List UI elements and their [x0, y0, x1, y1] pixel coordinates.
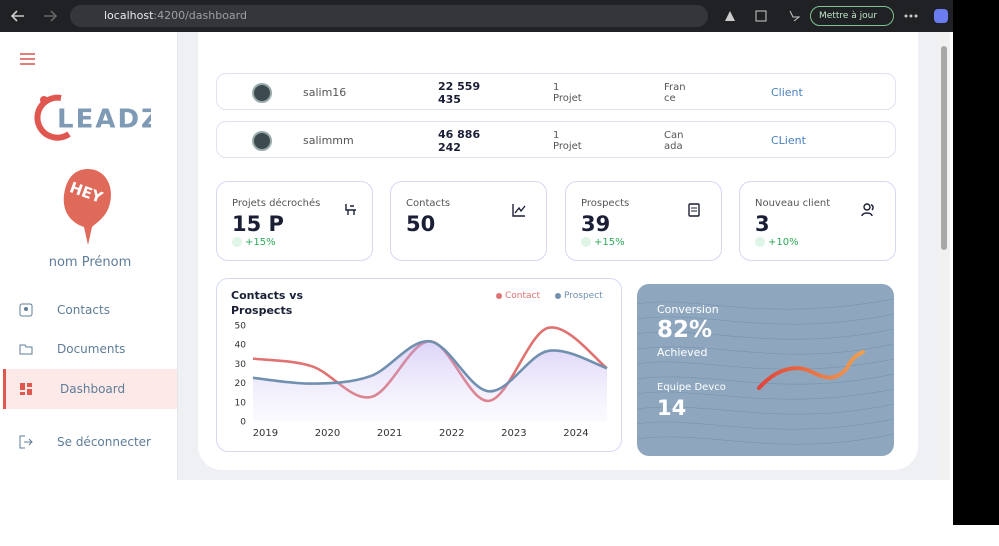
conversion-label: Conversion: [657, 303, 719, 316]
name: salimmm: [303, 134, 354, 147]
url-host: localhost: [104, 9, 154, 22]
legend-item[interactable]: Prospect: [555, 290, 603, 303]
stat-card: Projets décrochés 15 P +15%: [216, 181, 373, 261]
nav-item[interactable]: Documents: [3, 329, 177, 369]
x-tick-label: 2020: [315, 428, 340, 439]
card-value: 3: [755, 212, 770, 236]
card-change: +15%: [594, 237, 625, 248]
amount: 22 559 435: [438, 79, 481, 106]
x-tick-label: 2021: [377, 428, 402, 439]
row-avatar: [252, 130, 272, 151]
legend-item[interactable]: Contact: [496, 290, 540, 303]
area: [253, 341, 607, 422]
logo: LEADZ: [34, 94, 151, 141]
sidebar: LEADZ HEY nom Prénom: [3, 32, 178, 480]
menu-icon[interactable]: [19, 52, 37, 66]
y-tick-label: 50: [235, 322, 247, 332]
x-tick-label: 2022: [439, 428, 464, 439]
wave-pattern: [637, 298, 894, 445]
x-tick-label: 2019: [253, 428, 278, 439]
nav-item[interactable]: Se déconnecter: [3, 422, 177, 462]
y-tick-label: 20: [235, 379, 247, 389]
legend-label: Contact: [505, 291, 541, 301]
card-label: Projets décrochés: [232, 198, 321, 209]
table-row[interactable]: salim16 22 559 435 1 Projet France Clien…: [216, 73, 896, 110]
legend-marker: [555, 293, 561, 299]
backdrop: [953, 0, 999, 525]
chart-card: Contacts vs Prospects 0 10 20 30 40 50 2019 202…: [216, 278, 622, 452]
x-tick-label: 2024: [563, 428, 588, 439]
amount: 46 886 242: [438, 127, 481, 154]
card-value: 15 P: [232, 212, 284, 236]
conversion-value: 82%: [657, 317, 713, 343]
nav-label: Contacts: [57, 303, 110, 317]
status: Client: [771, 86, 803, 99]
country: France: [664, 81, 686, 104]
chart-title: Contacts vs Prospects: [231, 289, 304, 317]
update-button[interactable]: Mettre à jour: [810, 6, 894, 26]
country: Canada: [664, 129, 684, 152]
table-row[interactable]: salimmm 46 886 242 1 Projet Canada CLien…: [216, 121, 896, 158]
legend-label: Prospect: [564, 291, 603, 301]
status: CLient: [771, 134, 806, 147]
y-tick-label: 30: [235, 360, 247, 370]
avatar: HEY: [63, 169, 112, 245]
name: salim16: [303, 86, 347, 99]
y-tick-label: 40: [235, 341, 247, 351]
card-label: Contacts: [406, 198, 451, 209]
nav-buttons[interactable]: [8, 6, 68, 26]
x-tick-label: 2023: [501, 428, 526, 439]
browser-toolbar: localhost:4200/dashboard Mettre à jour: [0, 0, 953, 32]
team-label: Equipe Devco: [657, 382, 726, 393]
row-avatar: [252, 82, 272, 103]
nav-item-active[interactable]: Dashboard: [3, 369, 177, 409]
url-path: :4200/dashboard: [153, 9, 247, 22]
user-name: nom Prénom: [48, 255, 132, 270]
card-label: Nouveau client: [755, 198, 831, 209]
conversion-card: Conversion 82% Achieved Equipe Devco 14: [637, 284, 894, 456]
card-change: +10%: [768, 237, 799, 248]
logo-text: LEADZ: [57, 105, 151, 135]
nav-label: Documents: [57, 342, 126, 356]
chart: 0 10 20 30 40 50 2019 2020 2021 2022 2023 2024: [235, 322, 608, 439]
stat-card: Nouveau client 3 +10%: [739, 181, 896, 261]
scrollbar-thumb[interactable]: [941, 46, 947, 250]
legend-marker: [496, 293, 502, 299]
card-label: Prospects: [581, 198, 630, 209]
nav-label: Dashboard: [60, 382, 126, 396]
projects: 1 Projet: [553, 81, 582, 104]
toolbar-icons: [725, 9, 948, 23]
y-tick-label: 10: [235, 398, 247, 408]
card-value: 39: [581, 212, 611, 236]
projects: 1 Projet: [553, 129, 582, 152]
stat-card: Prospects 39 +15%: [565, 181, 722, 261]
address-bar[interactable]: localhost:4200/dashboard: [70, 5, 708, 27]
team-value: 14: [657, 396, 687, 420]
nav-label: Se déconnecter: [57, 435, 151, 449]
card-change: +15%: [245, 237, 276, 248]
line: [252, 340, 608, 393]
stat-card: Contacts 50: [390, 181, 547, 261]
conversion-sub: Achieved: [657, 346, 708, 359]
y-tick-label: 0: [240, 418, 246, 428]
nav-item[interactable]: Contacts: [3, 290, 177, 330]
card-value: 50: [406, 212, 436, 236]
